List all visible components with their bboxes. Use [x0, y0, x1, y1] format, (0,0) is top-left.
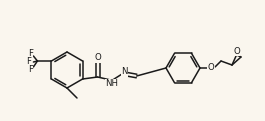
- Text: N: N: [121, 68, 128, 76]
- Text: NH: NH: [105, 79, 118, 88]
- Text: O: O: [207, 64, 214, 72]
- Text: F: F: [28, 65, 33, 75]
- Text: O: O: [94, 53, 101, 63]
- Text: F: F: [26, 57, 31, 67]
- Text: O: O: [233, 46, 240, 56]
- Text: F: F: [28, 49, 33, 57]
